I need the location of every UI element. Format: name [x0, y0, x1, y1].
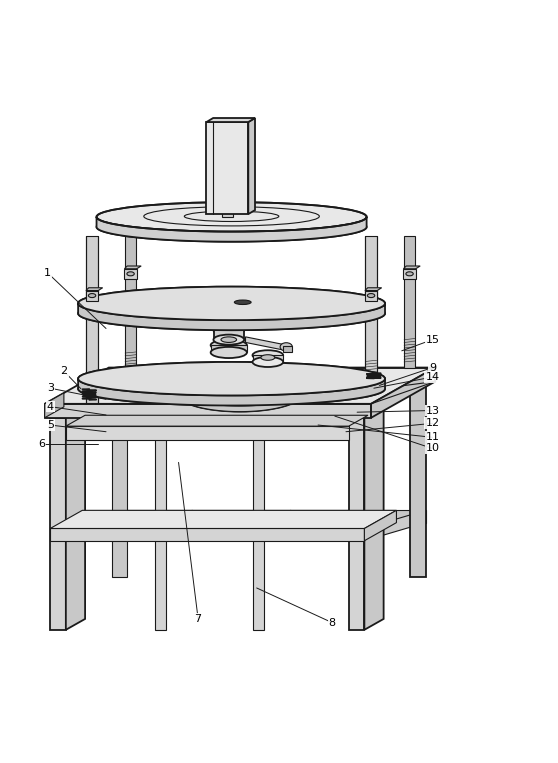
Ellipse shape — [223, 389, 257, 399]
Polygon shape — [45, 393, 64, 418]
Ellipse shape — [252, 357, 283, 367]
Ellipse shape — [213, 335, 244, 345]
Polygon shape — [349, 418, 364, 629]
Polygon shape — [179, 389, 301, 411]
Polygon shape — [125, 237, 136, 381]
Polygon shape — [112, 382, 127, 577]
Polygon shape — [50, 418, 66, 629]
Text: 9: 9 — [429, 362, 436, 372]
Polygon shape — [66, 510, 127, 541]
Polygon shape — [206, 118, 255, 122]
Text: 12: 12 — [425, 418, 440, 428]
Polygon shape — [365, 291, 377, 301]
Ellipse shape — [406, 272, 413, 275]
Polygon shape — [364, 407, 384, 629]
Ellipse shape — [88, 294, 96, 298]
Polygon shape — [211, 345, 247, 353]
Polygon shape — [410, 382, 426, 577]
Polygon shape — [222, 211, 233, 217]
Polygon shape — [66, 415, 368, 427]
Text: 15: 15 — [425, 335, 440, 345]
Ellipse shape — [280, 343, 292, 351]
Polygon shape — [45, 404, 371, 418]
Polygon shape — [124, 269, 137, 278]
Ellipse shape — [252, 350, 283, 360]
Polygon shape — [403, 269, 416, 278]
Polygon shape — [155, 418, 166, 629]
Ellipse shape — [78, 362, 385, 395]
Polygon shape — [214, 330, 244, 340]
Ellipse shape — [367, 294, 375, 298]
Text: 4: 4 — [47, 401, 54, 411]
Text: 10: 10 — [425, 443, 440, 453]
Text: 5: 5 — [47, 420, 54, 430]
Polygon shape — [66, 427, 349, 440]
Polygon shape — [253, 356, 283, 362]
Ellipse shape — [201, 383, 279, 405]
Polygon shape — [86, 237, 98, 403]
Polygon shape — [86, 288, 103, 291]
Ellipse shape — [213, 325, 244, 335]
Polygon shape — [283, 346, 292, 353]
Ellipse shape — [78, 287, 385, 320]
Polygon shape — [78, 304, 385, 330]
Polygon shape — [365, 237, 377, 389]
Polygon shape — [78, 378, 385, 405]
Text: 14: 14 — [425, 372, 440, 382]
Polygon shape — [50, 510, 396, 529]
Ellipse shape — [78, 287, 385, 320]
Text: 13: 13 — [425, 405, 440, 416]
Text: 3: 3 — [47, 383, 54, 393]
Text: 8: 8 — [329, 617, 335, 627]
Ellipse shape — [127, 272, 134, 275]
Ellipse shape — [210, 340, 247, 351]
Text: 2: 2 — [61, 366, 68, 376]
Polygon shape — [86, 291, 98, 301]
Ellipse shape — [221, 336, 237, 343]
Text: 1: 1 — [44, 268, 51, 278]
Polygon shape — [97, 217, 367, 242]
Polygon shape — [246, 336, 282, 349]
Ellipse shape — [234, 300, 251, 304]
Polygon shape — [404, 237, 415, 368]
Ellipse shape — [261, 355, 275, 360]
Text: 6: 6 — [39, 439, 45, 449]
Polygon shape — [112, 510, 426, 523]
Polygon shape — [371, 368, 435, 418]
Polygon shape — [45, 368, 435, 404]
Polygon shape — [206, 122, 248, 214]
Text: 7: 7 — [195, 613, 201, 623]
Polygon shape — [403, 266, 420, 269]
Polygon shape — [248, 118, 255, 214]
Polygon shape — [364, 510, 396, 541]
Polygon shape — [124, 266, 141, 269]
Polygon shape — [364, 510, 426, 541]
Ellipse shape — [210, 347, 247, 358]
Polygon shape — [365, 288, 382, 291]
Ellipse shape — [78, 362, 385, 395]
Polygon shape — [50, 529, 364, 541]
Polygon shape — [253, 418, 264, 629]
Text: 11: 11 — [425, 433, 440, 443]
Ellipse shape — [97, 202, 367, 232]
Ellipse shape — [179, 377, 301, 411]
Polygon shape — [66, 407, 85, 629]
